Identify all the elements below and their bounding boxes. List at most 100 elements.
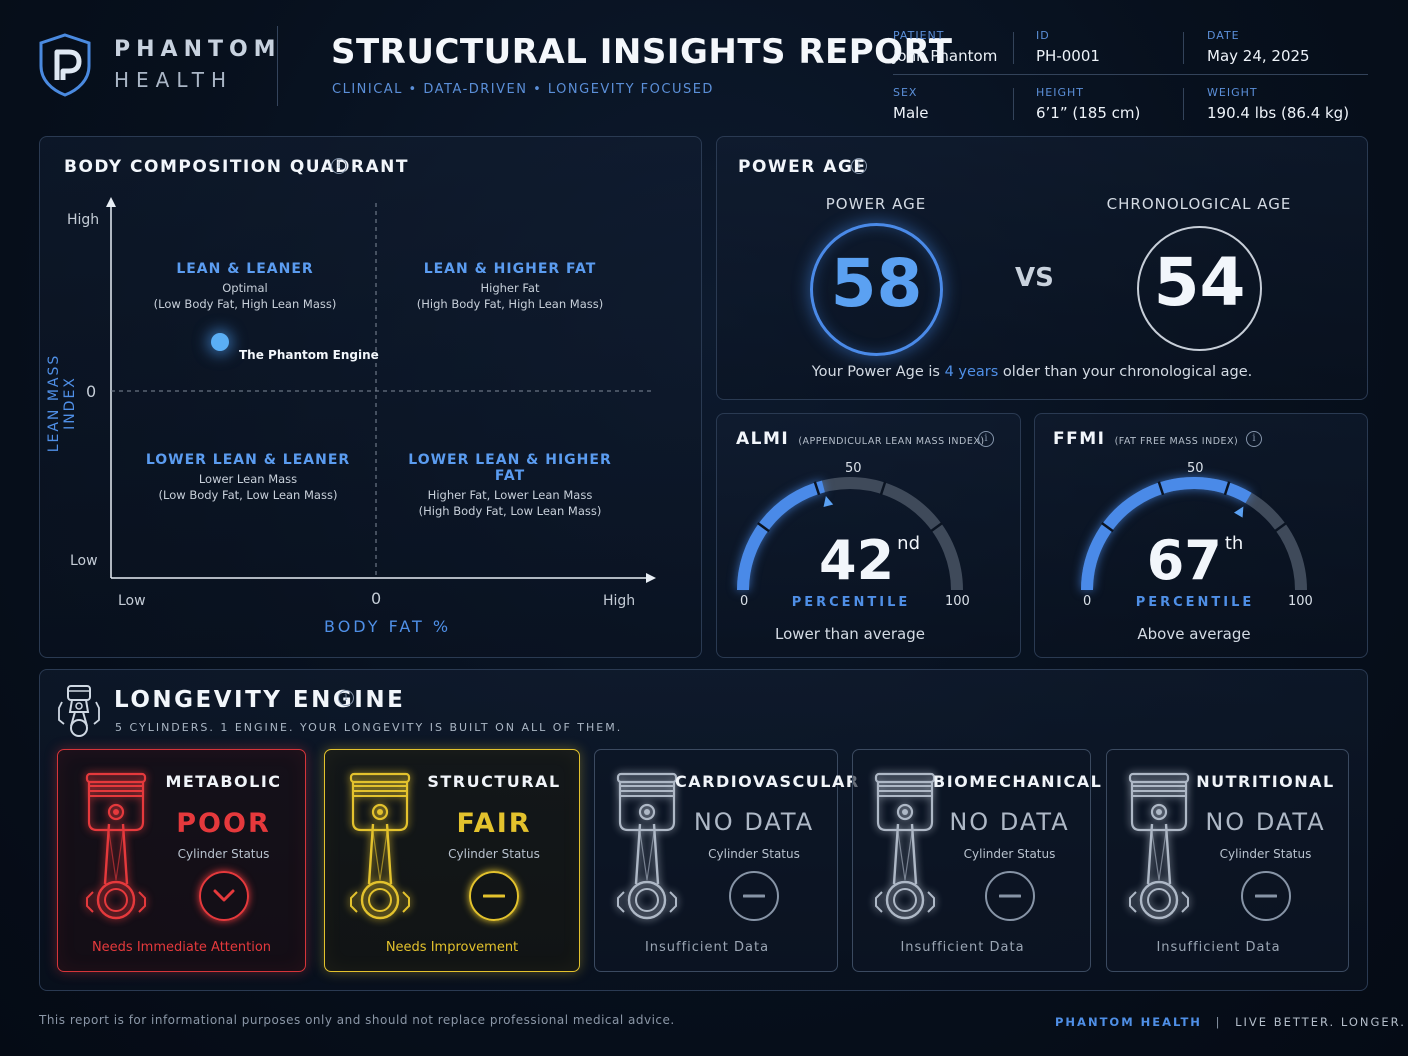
- page-subtitle: CLINICAL • DATA-DRIVEN • LONGEVITY FOCUS…: [332, 82, 714, 97]
- quadrant-desc: (Low Body Fat, High Lean Mass): [153, 297, 337, 311]
- power-age-label: POWER AGE: [825, 195, 927, 213]
- info-icon[interactable]: i: [978, 431, 994, 447]
- ffmi-value: 67: [1146, 529, 1222, 592]
- cylinder-name: METABOLIC: [165, 772, 282, 791]
- almi-value: 42: [819, 529, 895, 592]
- quadrant-desc: Higher Fat: [480, 281, 540, 295]
- quadrant-bottom-left: LOWER LEAN & LEANER Lower Lean Mass (Low…: [138, 452, 358, 503]
- cylinder-status-label: Cylinder Status: [1219, 847, 1312, 861]
- patient-sex: Male: [893, 104, 929, 122]
- quadrant-top-right: LEAN & HIGHER FAT Higher Fat (High Body …: [400, 261, 620, 312]
- section-subtitle: 5 CYLINDERS. 1 ENGINE. YOUR LONGEVITY IS…: [115, 721, 623, 734]
- panel-title: BODY COMPOSITION QUADRANT: [64, 157, 409, 177]
- summary-text: Your Power Age is: [811, 364, 945, 380]
- header-divider: [277, 26, 278, 106]
- summary-highlight: 4 years: [944, 364, 999, 380]
- divider: [1183, 32, 1184, 64]
- piston-icon: [1126, 772, 1192, 926]
- quadrant-heading: LEAN & LEANER: [176, 261, 314, 277]
- cylinder-status-label: Cylinder Status: [177, 847, 270, 861]
- summary-text: older than your chronological age.: [998, 364, 1253, 380]
- gauge-tick: [1223, 481, 1231, 496]
- x-tick-high: High: [603, 593, 636, 609]
- cylinder-footer: Insufficient Data: [644, 940, 770, 955]
- weight-label: WEIGHT: [1207, 86, 1258, 99]
- cylinder-card-biomechanical[interactable]: BIOMECHANICAL NO DATA Cylinder Status Insuf…: [852, 749, 1101, 972]
- gauge-mid-label: 50: [845, 461, 862, 476]
- quadrant-axes: [106, 197, 656, 583]
- piston-icon: [872, 772, 938, 926]
- piston-icon: [614, 772, 680, 926]
- piston-icon: [347, 772, 413, 926]
- info-icon[interactable]: i: [851, 158, 867, 174]
- engine-icon: [58, 682, 100, 742]
- power-age-ring: [810, 223, 943, 356]
- info-icon[interactable]: i: [331, 158, 347, 174]
- gauge-min-label: 0: [740, 594, 749, 609]
- ffmi-title: FFMI: [1053, 429, 1106, 449]
- quadrant-desc: (High Body Fat, High Lean Mass): [416, 297, 604, 311]
- cylinder-name: NUTRITIONAL: [1196, 772, 1335, 791]
- brand-subname: HEALTH: [114, 68, 234, 92]
- quadrant-heading: LEAN & HIGHER FAT: [423, 261, 597, 277]
- y-tick-zero: 0: [86, 382, 97, 401]
- quadrant-desc: (High Body Fat, Low Lean Mass): [418, 504, 602, 518]
- gauge-tick: [879, 481, 887, 496]
- footer-separator: |: [1215, 1015, 1222, 1029]
- ffmi-gauge: [1081, 476, 1307, 591]
- cylinder-card-cardiovascular[interactable]: CARDIOVASCULAR NO DATA Cylinder Status Insu…: [594, 749, 858, 972]
- id-label: ID: [1036, 29, 1050, 42]
- divider: [1183, 88, 1184, 120]
- quadrant-desc: Lower Lean Mass: [198, 472, 298, 486]
- cylinder-card-metabolic[interactable]: METABOLIC POOR Cylinder Status Needs Immedi…: [57, 749, 306, 972]
- cylinder-status: NO DATA: [1205, 808, 1326, 836]
- almi-description: Lower than average: [775, 625, 925, 643]
- chronological-age-ring: [1137, 226, 1262, 351]
- y-tick-low: Low: [70, 553, 98, 569]
- cylinder-footer: Needs Improvement: [385, 940, 519, 955]
- gauge-fill: [737, 480, 825, 591]
- almi-gauge: [737, 477, 963, 591]
- cylinder-footer: Insufficient Data: [1156, 940, 1281, 955]
- date-label: DATE: [1207, 29, 1240, 42]
- gauge-max-label: 100: [945, 594, 970, 609]
- almi-title: ALMI: [736, 429, 790, 449]
- almi-panel: ALMI (APPENDICULAR LEAN MASS INDEX) i 50…: [716, 413, 1021, 658]
- divider: [1013, 88, 1014, 120]
- ffmi-panel: FFMI (FAT FREE MASS INDEX) i 50 0 100 67…: [1034, 413, 1368, 658]
- divider: [893, 74, 1368, 75]
- power-age-value: 58: [830, 245, 923, 322]
- y-tick-high: High: [67, 212, 100, 228]
- patient-id: PH-0001: [1036, 47, 1100, 65]
- patient-height: 6’1” (185 cm): [1036, 104, 1141, 122]
- patient-label: PATIENT: [893, 29, 945, 42]
- gauge-tick: [1157, 481, 1165, 496]
- quadrant-desc: Higher Fat, Lower Lean Mass: [427, 488, 593, 502]
- cylinder-status-label: Cylinder Status: [448, 847, 540, 861]
- quadrant-heading: LOWER LEAN & LEANER: [145, 452, 351, 468]
- body-composition-panel: BODY COMPOSITION QUADRANT i High 0 Low L…: [39, 136, 702, 658]
- quadrant-desc: Optimal: [222, 281, 268, 295]
- gauge-marker: [1233, 506, 1244, 518]
- x-tick-zero: 0: [371, 589, 382, 608]
- panel-title: FFMI (FAT FREE MASS INDEX): [1053, 429, 1238, 449]
- quadrant-heading: LOWER LEAN & HIGHER FAT: [408, 452, 612, 484]
- cylinder-card-structural[interactable]: STRUCTURAL FAIR Cylinder Status Needs Impro…: [324, 749, 580, 972]
- cylinder-status-label: Cylinder Status: [963, 847, 1056, 861]
- gauge-tick: [813, 481, 821, 496]
- chronological-age-label: CHRONOLOGICAL AGE: [1106, 195, 1292, 213]
- ffmi-suffix: th: [1224, 533, 1244, 554]
- quadrant-desc: (Low Body Fat, Low Lean Mass): [158, 488, 338, 502]
- info-icon[interactable]: i: [338, 690, 354, 706]
- footer-tagline: LIVE BETTER. LONGER.: [1235, 1015, 1406, 1029]
- info-icon[interactable]: i: [1246, 431, 1262, 447]
- data-point[interactable]: [211, 333, 229, 351]
- sex-label: SEX: [893, 86, 918, 99]
- cylinder-card-nutritional[interactable]: NUTRITIONAL NO DATA Cylinder Status Insuffi…: [1106, 749, 1349, 972]
- chronological-age-value: 54: [1153, 244, 1246, 321]
- height-label: HEIGHT: [1036, 86, 1084, 99]
- x-tick-low: Low: [118, 593, 146, 609]
- ffmi-subtitle: (FAT FREE MASS INDEX): [1114, 436, 1239, 447]
- chevron-down-icon: [198, 871, 249, 921]
